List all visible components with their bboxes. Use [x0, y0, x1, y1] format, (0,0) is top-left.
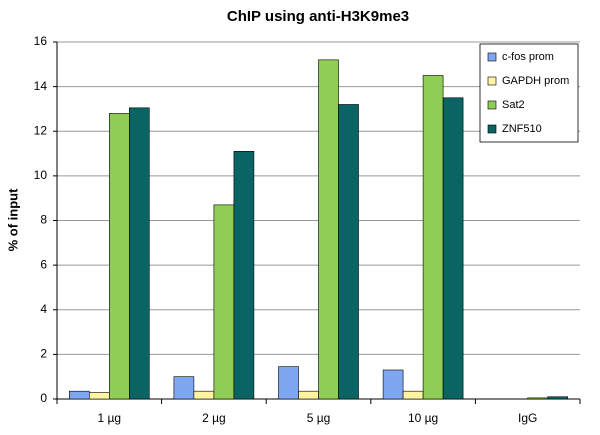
- legend-label: ZNF510: [502, 123, 542, 135]
- bar: [173, 376, 195, 400]
- legend-box: [479, 43, 579, 143]
- y-tick-label: 12: [34, 123, 48, 137]
- bar: [298, 390, 319, 400]
- bar: [193, 390, 215, 400]
- x-tick-label: IgG: [518, 411, 537, 425]
- bar: [233, 151, 255, 400]
- legend-label: Sat2: [502, 99, 525, 111]
- bar: [318, 59, 339, 400]
- bar: [213, 204, 235, 400]
- bar: [69, 390, 90, 400]
- bar: [422, 75, 444, 400]
- x-tick-label: 5 µg: [307, 411, 331, 425]
- y-axis-label: % of input: [5, 188, 20, 251]
- y-tick-label: 6: [40, 257, 47, 271]
- legend-swatch: [487, 76, 497, 86]
- y-tick-label: 2: [40, 347, 47, 361]
- bar: [442, 97, 464, 400]
- chart-title: ChIP using anti-H3K9me3: [227, 8, 409, 25]
- legend-label: c-fos prom: [502, 51, 554, 63]
- y-tick-label: 14: [34, 79, 48, 93]
- legend-label: GAPDH prom: [502, 75, 569, 87]
- legend-swatch: [487, 124, 497, 134]
- x-tick-label: 1 µg: [97, 411, 121, 425]
- bar: [547, 396, 569, 400]
- legend-swatch: [487, 52, 497, 62]
- bar: [278, 366, 299, 400]
- bar: [89, 392, 110, 400]
- y-tick-label: 0: [40, 391, 47, 405]
- bar: [338, 104, 359, 400]
- bar: [382, 369, 404, 400]
- bar: [402, 390, 424, 400]
- x-tick-label: 10 µg: [408, 411, 438, 425]
- y-tick-label: 16: [34, 34, 48, 48]
- x-tick-label: 2 µg: [202, 411, 226, 425]
- y-tick-label: 8: [40, 213, 47, 227]
- y-tick-label: 10: [34, 168, 48, 182]
- y-tick-label: 4: [40, 302, 47, 316]
- legend-swatch: [487, 100, 497, 110]
- bar: [129, 107, 150, 400]
- bar: [527, 397, 549, 400]
- bar: [109, 113, 130, 400]
